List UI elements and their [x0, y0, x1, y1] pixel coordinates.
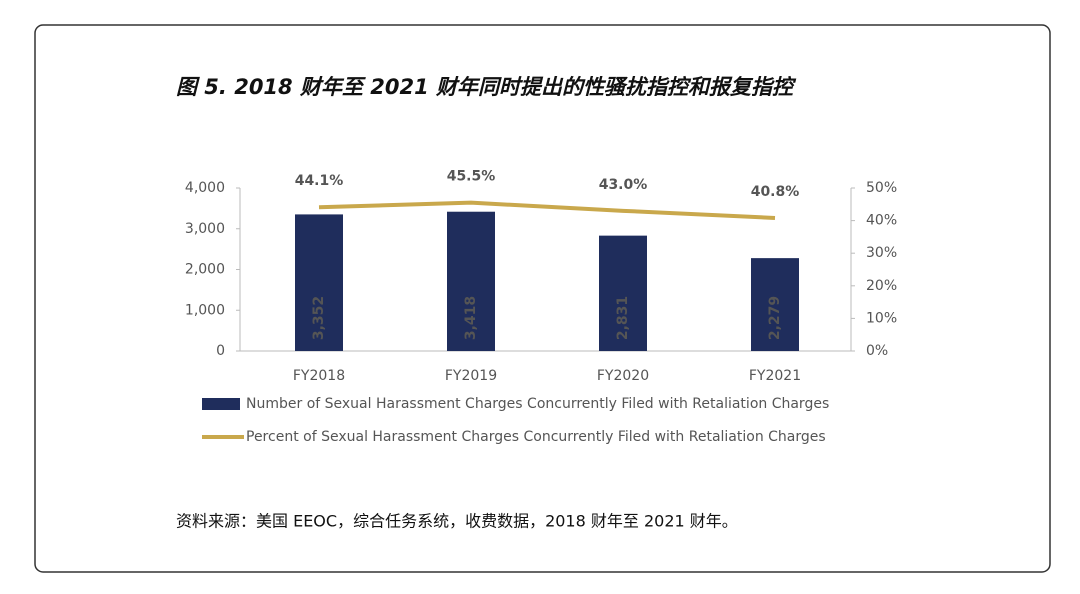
bar-label: 3,418 [463, 296, 479, 340]
y2-tick-label: 30% [866, 245, 897, 261]
y2-tick-label: 40% [866, 213, 897, 229]
x-tick-label: FY2021 [749, 368, 801, 384]
legend-label: Number of Sexual Harassment Charges Conc… [246, 396, 829, 412]
y-tick-label: 3,000 [185, 221, 225, 237]
point-label: 43.0% [599, 177, 648, 193]
x-tick-label: FY2018 [293, 368, 345, 384]
point-label: 40.8% [751, 184, 800, 200]
x-tick-label: FY2019 [445, 368, 497, 384]
legend-swatch [202, 398, 240, 410]
bar-label: 2,279 [767, 296, 783, 340]
bar [295, 214, 343, 351]
x-tick-label: FY2020 [597, 368, 649, 384]
y2-tick-label: 20% [866, 278, 897, 294]
bar-label: 2,831 [615, 296, 631, 340]
source-note: 资料来源：美国 EEOC，综合任务系统，收费数据，2018 财年至 2021 财… [176, 512, 738, 531]
point-label: 44.1% [295, 173, 344, 189]
y-tick-label: 1,000 [185, 302, 225, 318]
bar [751, 258, 799, 351]
point-label: 45.5% [447, 169, 496, 185]
y-tick-label: 2,000 [185, 262, 225, 278]
bar-label: 3,352 [311, 296, 327, 340]
bar [447, 211, 495, 351]
y2-tick-label: 0% [866, 343, 888, 359]
y2-tick-label: 10% [866, 310, 897, 326]
y2-tick-label: 50% [866, 180, 897, 196]
legend-label: Percent of Sexual Harassment Charges Con… [246, 429, 826, 445]
line [318, 200, 776, 220]
chart-title: 图 5. 2018 财年至 2021 财年同时提出的性骚扰指控和报复指控 [176, 75, 797, 99]
y-tick-label: 4,000 [185, 180, 225, 196]
bar [599, 235, 647, 351]
frame [34, 24, 1051, 573]
y-tick-label: 0 [216, 343, 225, 359]
